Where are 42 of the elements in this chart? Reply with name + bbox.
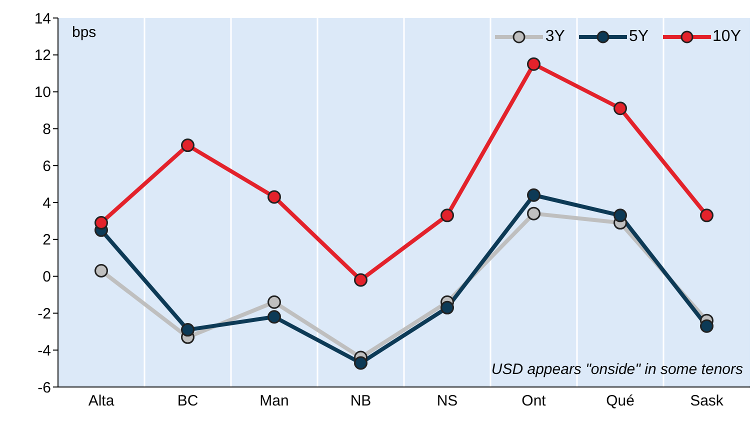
point — [268, 310, 281, 324]
point — [440, 300, 454, 314]
point — [440, 208, 454, 222]
point — [354, 273, 368, 287]
point — [268, 190, 281, 204]
y-tick-label: 14 — [34, 10, 51, 28]
point — [700, 319, 714, 333]
y-tick-label: 10 — [34, 84, 51, 102]
legend-label: 5Y — [628, 28, 649, 46]
point — [614, 208, 627, 222]
y-tick-label: 4 — [42, 194, 51, 212]
annotation: bps — [72, 24, 96, 41]
point — [181, 138, 194, 152]
point — [527, 57, 540, 71]
point — [700, 208, 714, 222]
point — [268, 295, 281, 309]
y-tick-label: 0 — [42, 268, 51, 286]
legend-label: 10Y — [712, 28, 741, 46]
point — [527, 188, 540, 202]
annotation: USD appears "onside" in some tenors — [491, 361, 743, 378]
point — [527, 206, 540, 220]
x-tick-label: Sask — [690, 392, 724, 410]
y-tick-label: -2 — [38, 306, 51, 323]
x-tick-label: Alta — [88, 392, 115, 410]
point — [614, 102, 627, 116]
point — [181, 323, 194, 337]
y-tick-label: 2 — [42, 232, 51, 249]
y-tick-label: 6 — [42, 158, 51, 175]
x-tick-label: Qué — [606, 392, 634, 410]
y-tick-label: 12 — [34, 47, 51, 64]
point — [354, 356, 368, 370]
legend-label: 3Y — [545, 28, 565, 46]
y-tick-label: -4 — [38, 342, 51, 360]
point — [94, 216, 108, 230]
x-tick-label: Ont — [522, 392, 547, 410]
y-tick-label: -6 — [38, 379, 51, 396]
x-tick-label: NB — [350, 392, 372, 410]
x-tick-label: Man — [260, 392, 289, 410]
x-tick-label: BC — [177, 392, 198, 410]
x-tick-label: NS — [436, 392, 458, 410]
y-tick-label: 8 — [42, 121, 51, 138]
point — [94, 264, 108, 278]
